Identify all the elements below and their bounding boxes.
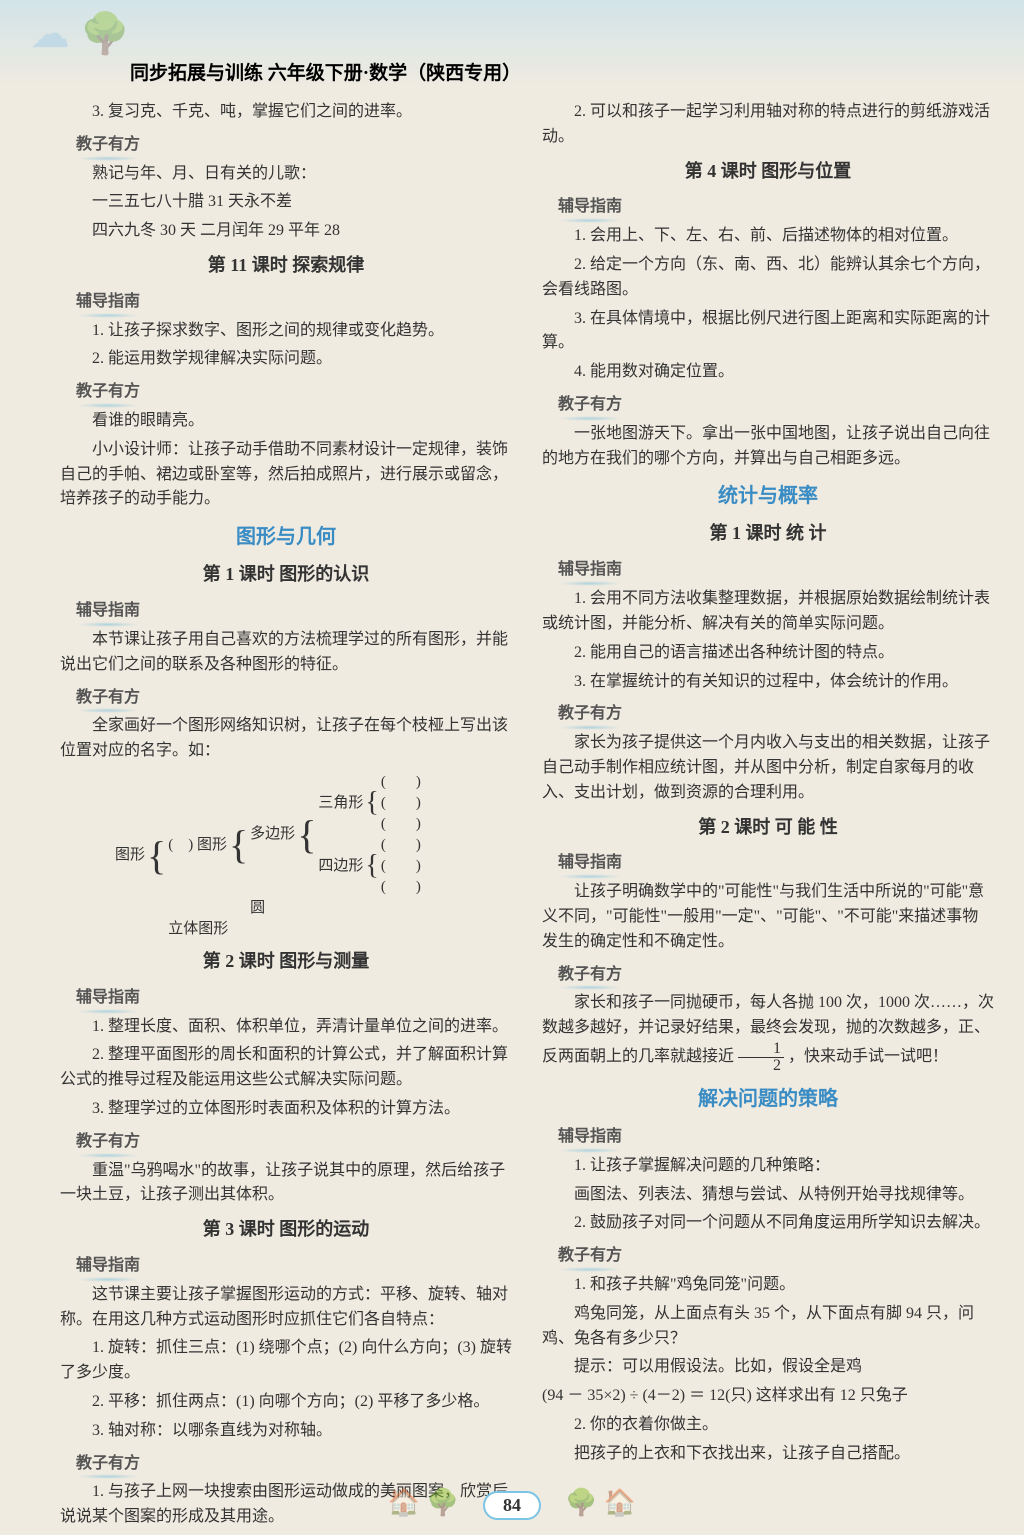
section-title: 图形与几何: [60, 522, 512, 553]
subheading: 辅导指南: [542, 1125, 622, 1150]
subheading: 辅导指南: [60, 599, 140, 624]
text: 看谁的眼睛亮。: [60, 409, 512, 434]
subheading: 教子有方: [60, 686, 140, 711]
text: 3. 在具体情境中，根据比例尺进行图上距离和实际距离的计算。: [542, 307, 994, 357]
text: 小小设计师：让孩子动手借助不同素材设计一定规律，装饰自己的手帕、裙边或卧室等，然…: [60, 438, 512, 512]
subheading: 教子有方: [60, 133, 140, 158]
text: 3. 复习克、千克、吨，掌握它们之间的进率。: [60, 100, 512, 125]
tree-diagram: 图形 { ( ) 图形 { 多边形 { 三角形: [115, 772, 512, 940]
text: 这节课主要让孩子掌握图形运动的方式：平移、旋转、轴对称。在用这几种方式运动图形时…: [60, 1283, 512, 1333]
text: 熟记与年、月、日有关的儿歌：: [60, 162, 512, 187]
diagram-node: 多边形: [250, 824, 295, 845]
fraction: 1 2: [738, 1041, 784, 1074]
text: (94 － 35×2) ÷ (4－2) ＝ 12(只) 这样求出有 12 只兔子: [542, 1384, 994, 1409]
subheading: 教子有方: [542, 963, 622, 988]
text: 全家画好一个图形网络知识树，让孩子在每个枝桠上写出该位置对应的名字。如：: [60, 714, 512, 764]
diagram-blank: ( ): [381, 877, 421, 898]
text-part: ，快来动手试一试吧！: [788, 1048, 948, 1065]
footer: 🏠 🌳 84 🌳 🏠: [0, 1488, 1024, 1520]
text: 画图法、列表法、猜想与尝试、从特例开始寻找规律等。: [542, 1183, 994, 1208]
lesson-title: 第 2 课时 图形与测量: [60, 948, 512, 976]
content-columns: 3. 复习克、千克、吨，掌握它们之间的进率。 教子有方 熟记与年、月、日有关的儿…: [60, 100, 994, 1534]
lesson-title: 第 11 课时 探索规律: [60, 252, 512, 280]
text: 1. 整理长度、面积、体积单位，弄清计量单位之间的进率。: [60, 1015, 512, 1040]
text: 2. 鼓励孩子对同一个问题从不同角度运用所学知识去解决。: [542, 1211, 994, 1236]
text: 家长为孩子提供这一个月内收入与支出的相关数据，让孩子自己动手制作相应统计图，并从…: [542, 731, 994, 805]
section-title: 统计与概率: [542, 481, 994, 512]
diagram-node: 立体图形: [168, 919, 421, 940]
footer-decoration: 🌳 🏠: [565, 1488, 636, 1517]
fraction-numerator: 1: [738, 1041, 784, 1058]
text: 2. 可以和孩子一起学习利用轴对称的特点进行的剪纸游戏活动。: [542, 100, 994, 150]
diagram-blank: ( ): [381, 793, 421, 814]
page-title: 同步拓展与训练 六年级下册·数学（陕西专用）: [130, 58, 521, 85]
subheading: 辅导指南: [542, 195, 622, 220]
left-column: 3. 复习克、千克、吨，掌握它们之间的进率。 教子有方 熟记与年、月、日有关的儿…: [60, 100, 512, 1534]
diagram-node: 圆: [250, 898, 421, 919]
text: 1. 旋转：抓住三点：(1) 绕哪个点；(2) 向什么方向；(3) 旋转了多少度…: [60, 1336, 512, 1386]
subheading: 教子有方: [542, 702, 622, 727]
right-column: 2. 可以和孩子一起学习利用轴对称的特点进行的剪纸游戏活动。 第 4 课时 图形…: [542, 100, 994, 1534]
brace-icon: {: [147, 840, 166, 872]
diagram-blank: ( ): [381, 814, 421, 835]
text: 2. 能用自己的语言描述出各种统计图的特点。: [542, 641, 994, 666]
subheading: 辅导指南: [542, 558, 622, 583]
brace-icon: {: [365, 792, 378, 814]
text: 1. 让孩子掌握解决问题的几种策略：: [542, 1154, 994, 1179]
text: 3. 整理学过的立体图形时表面积及体积的计算方法。: [60, 1097, 512, 1122]
diagram-node: 三角形: [318, 793, 363, 814]
text: 2. 能运用数学规律解决实际问题。: [60, 347, 512, 372]
text: 1. 让孩子探求数字、图形之间的规律或变化趋势。: [60, 319, 512, 344]
text: 4. 能用数对确定位置。: [542, 360, 994, 385]
subheading: 教子有方: [60, 1130, 140, 1155]
subheading: 教子有方: [542, 1244, 622, 1269]
lesson-title: 第 1 课时 统 计: [542, 520, 994, 548]
text: 家长和孩子一同抛硬币，每人各抛 100 次，1000 次……，次数越多越好，并记…: [542, 991, 994, 1074]
subheading: 教子有方: [60, 1452, 140, 1477]
text: 2. 整理平面图形的周长和面积的计算公式，并了解面积计算公式的推导过程及能运用这…: [60, 1043, 512, 1093]
text: 本节课让孩子用自己喜欢的方法梳理学过的所有图形，并能说出它们之间的联系及各种图形…: [60, 628, 512, 678]
text: 一三五七八十腊 31 天永不差: [60, 190, 512, 215]
text: 3. 在掌握统计的有关知识的过程中，体会统计的作用。: [542, 670, 994, 695]
diagram-blank: ( ): [381, 856, 421, 877]
text: 2. 平移：抓住两点：(1) 向哪个方向；(2) 平移了多少格。: [60, 1390, 512, 1415]
diagram-blank: ( ): [381, 835, 421, 856]
text: 3. 轴对称：以哪条直线为对称轴。: [60, 1419, 512, 1444]
subheading: 辅导指南: [542, 851, 622, 876]
subheading: 教子有方: [60, 380, 140, 405]
subheading: 辅导指南: [60, 290, 140, 315]
subheading: 辅导指南: [60, 986, 140, 1011]
subheading: 辅导指南: [60, 1254, 140, 1279]
diagram-node: ( ) 图形: [168, 835, 227, 856]
brace-icon: {: [365, 855, 378, 877]
brace-icon: {: [297, 819, 316, 851]
lesson-title: 第 4 课时 图形与位置: [542, 158, 994, 186]
diagram-root: 图形: [115, 845, 145, 866]
text: 把孩子的上衣和下衣找出来，让孩子自己搭配。: [542, 1442, 994, 1467]
text: 1. 和孩子共解"鸡兔同笼"问题。: [542, 1273, 994, 1298]
brace-icon: {: [229, 829, 248, 861]
text: 2. 给定一个方向（东、南、西、北）能辨认其余七个方向，会看线路图。: [542, 253, 994, 303]
text: 四六九冬 30 天 二月闰年 29 平年 28: [60, 219, 512, 244]
diagram-node: 四边形: [318, 856, 363, 877]
lesson-title: 第 3 课时 图形的运动: [60, 1216, 512, 1244]
header-decoration: ☁ 🌳: [30, 10, 130, 57]
lesson-title: 第 2 课时 可 能 性: [542, 814, 994, 842]
fraction-denominator: 2: [738, 1058, 784, 1074]
lesson-title: 第 1 课时 图形的认识: [60, 561, 512, 589]
text: 让孩子明确数学中的"可能性"与我们生活中所说的"可能"意义不同，"可能性"一般用…: [542, 880, 994, 954]
diagram-blank: ( ): [381, 772, 421, 793]
section-title: 解决问题的策略: [542, 1084, 994, 1115]
page-number: 84: [483, 1491, 541, 1520]
text: 重温"乌鸦喝水"的故事，让孩子说其中的原理，然后给孩子一块土豆，让孩子测出其体积…: [60, 1159, 512, 1209]
text: 1. 会用上、下、左、右、前、后描述物体的相对位置。: [542, 224, 994, 249]
text: 1. 会用不同方法收集整理数据，并根据原始数据绘制统计表或统计图，并能分析、解决…: [542, 587, 994, 637]
subheading: 教子有方: [542, 393, 622, 418]
footer-decoration: 🏠 🌳: [388, 1488, 459, 1517]
text: 提示：可以用假设法。比如，假设全是鸡: [542, 1355, 994, 1380]
text: 一张地图游天下。拿出一张中国地图，让孩子说出自己向往的地方在我们的哪个方向，并算…: [542, 422, 994, 472]
text: 2. 你的衣着你做主。: [542, 1413, 994, 1438]
text: 鸡兔同笼，从上面点有头 35 个，从下面点有脚 94 只，问鸡、兔各有多少只？: [542, 1302, 994, 1352]
